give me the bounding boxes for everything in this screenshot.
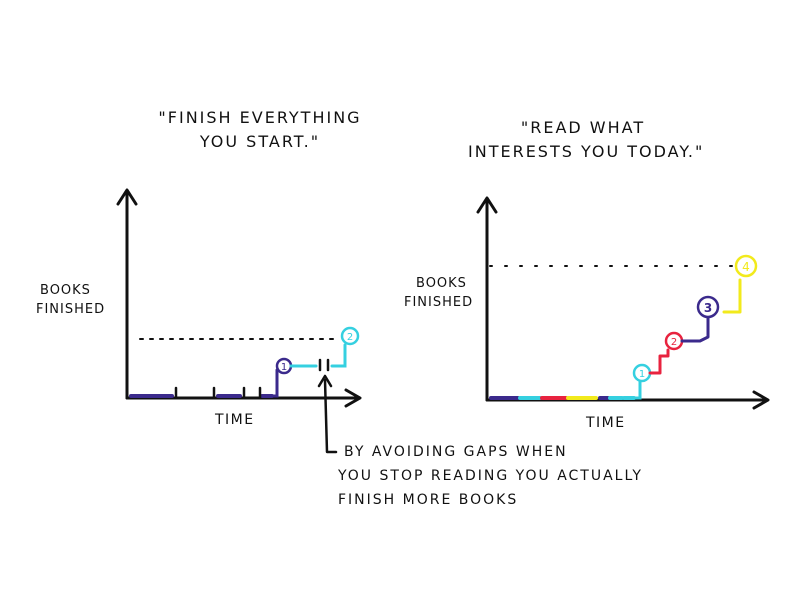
left-step-book-1 xyxy=(270,368,279,398)
right-x-axis-arrowhead xyxy=(752,390,770,410)
right-marker-2-label: 2 xyxy=(671,337,677,348)
annotation-arrowhead xyxy=(317,374,333,388)
left-y-axis-arrowhead xyxy=(116,188,138,206)
right-title: "Read what interests you today." xyxy=(468,116,705,164)
right-x-axis-label: Time xyxy=(586,415,626,431)
annotation-arrow xyxy=(323,378,338,454)
left-marker-2-label: 2 xyxy=(347,332,353,343)
left-title-line-2: you start." xyxy=(199,132,321,151)
right-marker-3-label: 3 xyxy=(704,301,712,315)
left-title-line-1: "Finish everything xyxy=(158,108,362,127)
right-y-axis-label-line-2: Finished xyxy=(404,295,474,310)
right-y-axis-label-line-1: Books xyxy=(416,276,467,291)
right-step-book-2 xyxy=(648,348,670,375)
left-step-book-2-rise xyxy=(330,343,347,368)
right-step-book-3 xyxy=(680,316,710,343)
left-marker-1-label: 1 xyxy=(281,362,287,373)
right-marker-4-label: 4 xyxy=(742,260,750,274)
right-step-book-1 xyxy=(632,380,642,400)
annotation-text: By avoiding gaps when you stop reading y… xyxy=(338,440,643,512)
right-marker-3-circle xyxy=(696,295,720,319)
right-y-axis-label: Books Finished xyxy=(404,274,473,312)
left-marker-2-circle xyxy=(340,326,360,346)
annotation-line-1: By avoiding gaps when xyxy=(344,444,568,460)
right-title-line-1: "Read what xyxy=(520,118,646,137)
left-chart: 1 2 xyxy=(116,188,362,454)
left-x-axis-arrowhead xyxy=(344,388,362,408)
left-y-axis-label-line-1: Books xyxy=(40,283,91,298)
right-title-line-2: interests you today." xyxy=(468,142,705,161)
left-y-axis-label: Books Finished xyxy=(36,281,105,319)
right-chart: 1 2 3 4 xyxy=(476,196,770,410)
right-step-book-4 xyxy=(722,278,742,314)
right-marker-1-label: 1 xyxy=(639,369,645,380)
left-y-axis-label-line-2: Finished xyxy=(36,302,106,317)
annotation-line-3: finish more books xyxy=(338,492,519,508)
annotation-line-2: you stop reading you actually xyxy=(338,468,643,484)
left-title: "Finish everything you start." xyxy=(150,106,370,154)
right-y-axis-arrowhead xyxy=(476,196,498,214)
right-marker-4-circle xyxy=(734,254,758,278)
left-x-axis-label: Time xyxy=(215,412,255,428)
